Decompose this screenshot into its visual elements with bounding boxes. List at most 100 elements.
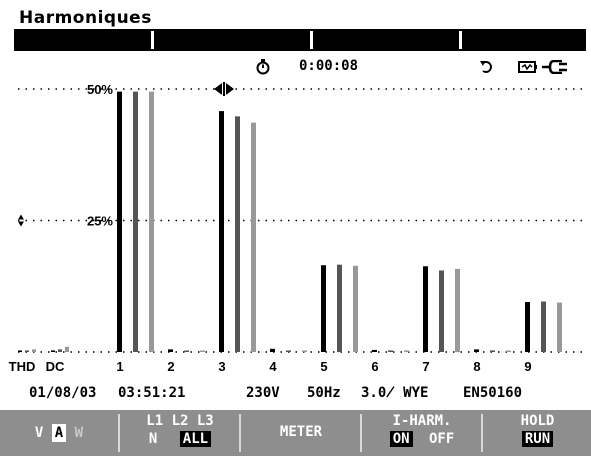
softkey-hold-run[interactable]: HOLD RUN	[484, 410, 591, 456]
harmonic-bar	[117, 91, 122, 352]
x-tick-label: 6	[371, 359, 378, 374]
x-tick-label: 3	[218, 359, 225, 374]
readout-divider	[310, 31, 313, 49]
softkey-neutral-label: N	[148, 431, 158, 447]
y-axis-labels: 50% 25%	[87, 82, 113, 229]
readout-phase: 1	[366, 55, 373, 66]
harmonic-bar	[58, 349, 62, 352]
harmonic-bar	[439, 270, 444, 352]
harmonic-bar	[286, 350, 291, 352]
y-tick-label: 50%	[87, 82, 113, 97]
readout-phase: 1	[208, 55, 215, 66]
stopwatch-icon	[256, 59, 270, 79]
harmonic-bar	[557, 302, 562, 352]
readout-value: 150	[423, 54, 449, 70]
harmonic-bar	[184, 350, 189, 352]
harmonic-bar	[474, 349, 479, 352]
x-tick-label: DC	[46, 359, 65, 374]
harmonic-bar	[133, 91, 138, 352]
softkey-divider	[481, 414, 483, 452]
harmonic-bar	[353, 265, 358, 352]
wiring-config: 3.0̸ WYE	[361, 385, 429, 401]
harmonic-bar	[235, 116, 240, 352]
x-tick-label: 7	[422, 359, 429, 374]
date-readout: 01/08/03	[29, 385, 97, 401]
readout-2: 1 H3 45.8%r	[158, 29, 314, 70]
readout-phase: 1	[516, 55, 523, 66]
readout-unit: Hz	[456, 55, 472, 69]
x-tick-label: 4	[269, 359, 277, 374]
status-row: 0:00:08	[14, 56, 586, 84]
readout-1: H3 2.8A	[18, 29, 161, 70]
softkey-v-label: V	[34, 425, 44, 441]
limit-standard: EN50160	[463, 385, 523, 401]
phase-rotation-icon	[480, 59, 494, 79]
softkey-divider	[239, 414, 241, 452]
readout-label: H3	[68, 54, 86, 70]
harmonic-bar	[490, 350, 495, 352]
harmonic-bar	[541, 301, 546, 352]
harmonic-bar	[404, 350, 409, 352]
harmonic-bar	[337, 264, 342, 352]
mains-plug-icon	[542, 59, 568, 78]
harmonic-bar	[455, 268, 460, 352]
harmonic-bar	[168, 349, 173, 352]
softkey-v-a-w[interactable]: V A W	[0, 410, 118, 456]
softkey-meter[interactable]: METER	[242, 410, 360, 456]
readout-label: H3	[381, 54, 398, 70]
softkey-phase-select[interactable]: L1 L2 L3 N ALL	[121, 410, 239, 456]
harmonic-bar	[506, 350, 511, 352]
cursor-left-arrow	[214, 83, 222, 95]
scale-adjust-arrows	[18, 214, 24, 227]
cursor-right-arrow	[226, 83, 234, 95]
softkey-phase-labels: L1 L2 L3	[146, 413, 214, 429]
readout-value: 2.8	[127, 54, 153, 70]
x-tick-label: THD	[9, 359, 36, 374]
harmonic-bar	[251, 122, 256, 352]
harmonic-bar	[32, 349, 36, 352]
harmonic-bar	[18, 350, 22, 352]
x-tick-label: 9	[524, 359, 531, 374]
readout-3: 1 H3 150 Hz	[316, 29, 472, 70]
readout-unit: %r	[298, 55, 314, 69]
softkey-w-label: W	[74, 425, 84, 441]
harmonic-bar	[388, 350, 393, 352]
readout-divider	[459, 31, 462, 49]
nominal-frequency: 50Hz	[307, 385, 341, 401]
harmonic-bar	[25, 350, 29, 352]
readout-4: 1 H3 83°	[466, 29, 591, 70]
harmonic-bar	[372, 349, 377, 352]
harmonics-bar-chart: 50% 25% THD DC 1 2 3 4 5 6 7 8 9	[9, 82, 586, 374]
x-tick-label: 5	[320, 359, 327, 374]
harmonic-bar	[525, 302, 530, 352]
softkey-run-selected: RUN	[521, 431, 554, 447]
softkey-i-harm[interactable]: I-HARM. ON OFF	[363, 410, 481, 456]
x-tick-label: 2	[167, 359, 174, 374]
harmonic-bar	[65, 346, 69, 352]
x-tick-label: 8	[473, 359, 480, 374]
softkey-bar: V A W L1 L2 L3 N ALL METER I-HARM. ON OF…	[0, 410, 591, 456]
screen-title: Harmoniques	[19, 8, 152, 28]
harmonic-bar	[149, 91, 154, 352]
elapsed-time: 0:00:08	[299, 58, 359, 74]
y-tick-label: 25%	[87, 214, 113, 229]
info-row: 01/08/03 03:51:21 230V 50Hz 3.0̸ WYE EN5…	[14, 385, 586, 407]
harmonic-bar	[302, 350, 307, 352]
softkey-hold-label: HOLD	[520, 413, 555, 429]
harmonic-bar	[270, 348, 275, 352]
softkey-a-selected: A	[51, 424, 67, 442]
nominal-voltage: 230V	[246, 385, 280, 401]
readout-label: H3	[223, 54, 240, 70]
softkey-divider	[360, 414, 362, 452]
readout-strip: H3 2.8A 1 H3 45.8%r 1 H3 150 Hz 1 H3 83°	[14, 29, 591, 70]
softkey-on-selected: ON	[389, 431, 413, 447]
x-tick-label: 1	[116, 359, 123, 374]
x-axis-labels: THD DC 1 2 3 4 5 6 7 8 9	[9, 359, 532, 374]
readout-unit: A	[152, 55, 161, 69]
harmonic-bar	[321, 265, 326, 352]
softkey-divider	[118, 414, 120, 452]
softkey-all-selected: ALL	[179, 431, 212, 447]
time-readout: 03:51:21	[118, 385, 186, 401]
harmonic-bar	[200, 350, 205, 352]
